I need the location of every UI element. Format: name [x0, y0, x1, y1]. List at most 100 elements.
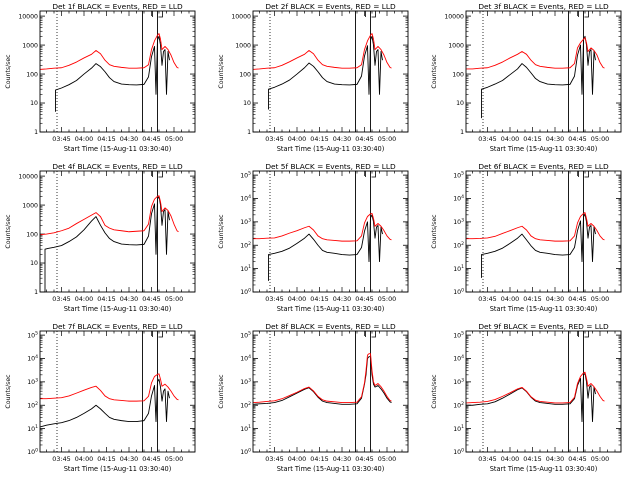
y-tick-label: 102 [27, 401, 38, 410]
top-bracket-mark [158, 11, 163, 18]
plot-frame [252, 330, 409, 453]
y-tick-label: 103 [27, 377, 38, 386]
x-tick-label: 03:45 [52, 455, 70, 463]
y-tick-label: 1 [460, 129, 464, 136]
plot-frame [39, 170, 196, 293]
x-tick-label: 04:15 [97, 455, 115, 463]
panel-title: Det 6f BLACK = Events, RED = LLD [478, 162, 609, 171]
y-tick-label: 103 [453, 377, 464, 386]
x-tick-label: 04:00 [501, 295, 519, 303]
x-tick-label: 04:00 [501, 135, 519, 143]
top-bracket-mark [158, 331, 163, 338]
y-tick-label: 101 [240, 424, 251, 433]
series-group [40, 33, 179, 112]
x-tick-label: 04:30 [120, 455, 138, 463]
lld-series-line [40, 195, 179, 236]
events-series-line [481, 213, 596, 278]
x-tick-label: 04:00 [75, 455, 93, 463]
lld-series-line [466, 37, 605, 70]
x-tick-label: 04:15 [523, 295, 541, 303]
y-tick-label: 103 [240, 217, 251, 226]
detector-panel-6: Det 6f BLACK = Events, RED = LLD Counts/s… [431, 162, 622, 313]
x-tick-label: 05:00 [165, 135, 183, 143]
x-tick-label: 04:00 [501, 455, 519, 463]
y-tick-label: 101 [453, 264, 464, 273]
y-tick-label: 102 [453, 401, 464, 410]
x-tick-label: 04:30 [333, 295, 351, 303]
events-series-line [268, 35, 383, 110]
y-tick-label: 100 [452, 71, 464, 78]
series-group [40, 373, 179, 428]
plot-frame [39, 330, 196, 453]
x-tick-label: 05:00 [165, 455, 183, 463]
series-group [466, 371, 605, 423]
x-axis-label: Start Time (15-Aug-11 03:30:40) [64, 305, 172, 313]
panel-title: Det 3f BLACK = Events, RED = LLD [478, 2, 609, 11]
y-tick-label: 103 [240, 377, 251, 386]
x-axis-label: Start Time (15-Aug-11 03:30:40) [277, 305, 385, 313]
y-tick-label: 1 [34, 129, 38, 136]
y-axis-label: Counts/sec [218, 214, 225, 249]
series-group [40, 195, 179, 292]
y-tick-label: 100 [239, 71, 251, 78]
x-tick-label: 04:15 [523, 135, 541, 143]
y-tick-label: 102 [240, 241, 251, 250]
x-tick-label: 04:00 [75, 135, 93, 143]
plot-frame [465, 170, 622, 293]
y-tick-label: 100 [26, 231, 38, 238]
series-group [253, 212, 392, 281]
x-tick-label: 03:45 [265, 135, 283, 143]
lld-series-line [466, 212, 605, 242]
events-series-line [253, 356, 392, 405]
y-axis-label: Counts/sec [5, 54, 12, 89]
x-axis-label: Start Time (15-Aug-11 03:30:40) [490, 465, 598, 473]
top-bracket-mark [371, 331, 376, 338]
x-tick-label: 04:15 [310, 295, 328, 303]
top-bracket-mark [584, 171, 589, 178]
detector-panel-5: Det 5f BLACK = Events, RED = LLD Counts/s… [218, 162, 409, 313]
x-tick-label: 04:45 [355, 455, 373, 463]
y-tick-label: 105 [240, 171, 251, 180]
series-group [466, 212, 605, 278]
series-group [253, 353, 392, 405]
panel-title: Det 4f BLACK = Events, RED = LLD [52, 162, 183, 171]
x-tick-label: 04:30 [546, 135, 564, 143]
y-axis-label: Counts/sec [5, 214, 12, 249]
x-axis-label: Start Time (15-Aug-11 03:30:40) [64, 145, 172, 153]
x-tick-label: 03:45 [265, 455, 283, 463]
y-tick-label: 1000 [448, 42, 464, 49]
detector-panel-9: Det 9f BLACK = Events, RED = LLD Counts/s… [431, 322, 622, 473]
x-tick-label: 04:15 [97, 135, 115, 143]
x-tick-label: 05:00 [378, 455, 396, 463]
y-tick-label: 1 [247, 129, 251, 136]
y-tick-label: 10 [30, 100, 38, 107]
events-series-line [481, 35, 596, 119]
lld-series-line [253, 212, 392, 242]
x-axis-label: Start Time (15-Aug-11 03:30:40) [490, 145, 598, 153]
y-tick-label: 104 [240, 194, 251, 203]
x-axis-label: Start Time (15-Aug-11 03:30:40) [277, 465, 385, 473]
top-bracket-mark [371, 171, 376, 178]
x-tick-label: 05:00 [591, 135, 609, 143]
x-tick-label: 04:45 [142, 455, 160, 463]
detector-panel-2: Det 2f BLACK = Events, RED = LLD Counts/s… [218, 2, 409, 153]
y-tick-label: 101 [27, 424, 38, 433]
panel-title: Det 5f BLACK = Events, RED = LLD [265, 162, 396, 171]
x-tick-label: 04:30 [546, 295, 564, 303]
x-tick-label: 04:45 [142, 295, 160, 303]
y-tick-label: 102 [453, 241, 464, 250]
x-tick-label: 05:00 [591, 455, 609, 463]
x-axis-label: Start Time (15-Aug-11 03:30:40) [490, 305, 598, 313]
detector-panel-7: Det 7f BLACK = Events, RED = LLD Counts/s… [5, 322, 196, 473]
x-tick-label: 04:30 [333, 135, 351, 143]
events-series-line [268, 214, 383, 281]
y-tick-label: 104 [453, 354, 464, 363]
top-bracket-mark [584, 331, 589, 338]
y-tick-label: 103 [453, 217, 464, 226]
detector-panel-1: Det 1f BLACK = Events, RED = LLD Counts/s… [5, 2, 196, 153]
lld-series-line [466, 371, 605, 404]
y-axis-label: Counts/sec [218, 54, 225, 89]
x-tick-label: 04:00 [75, 295, 93, 303]
